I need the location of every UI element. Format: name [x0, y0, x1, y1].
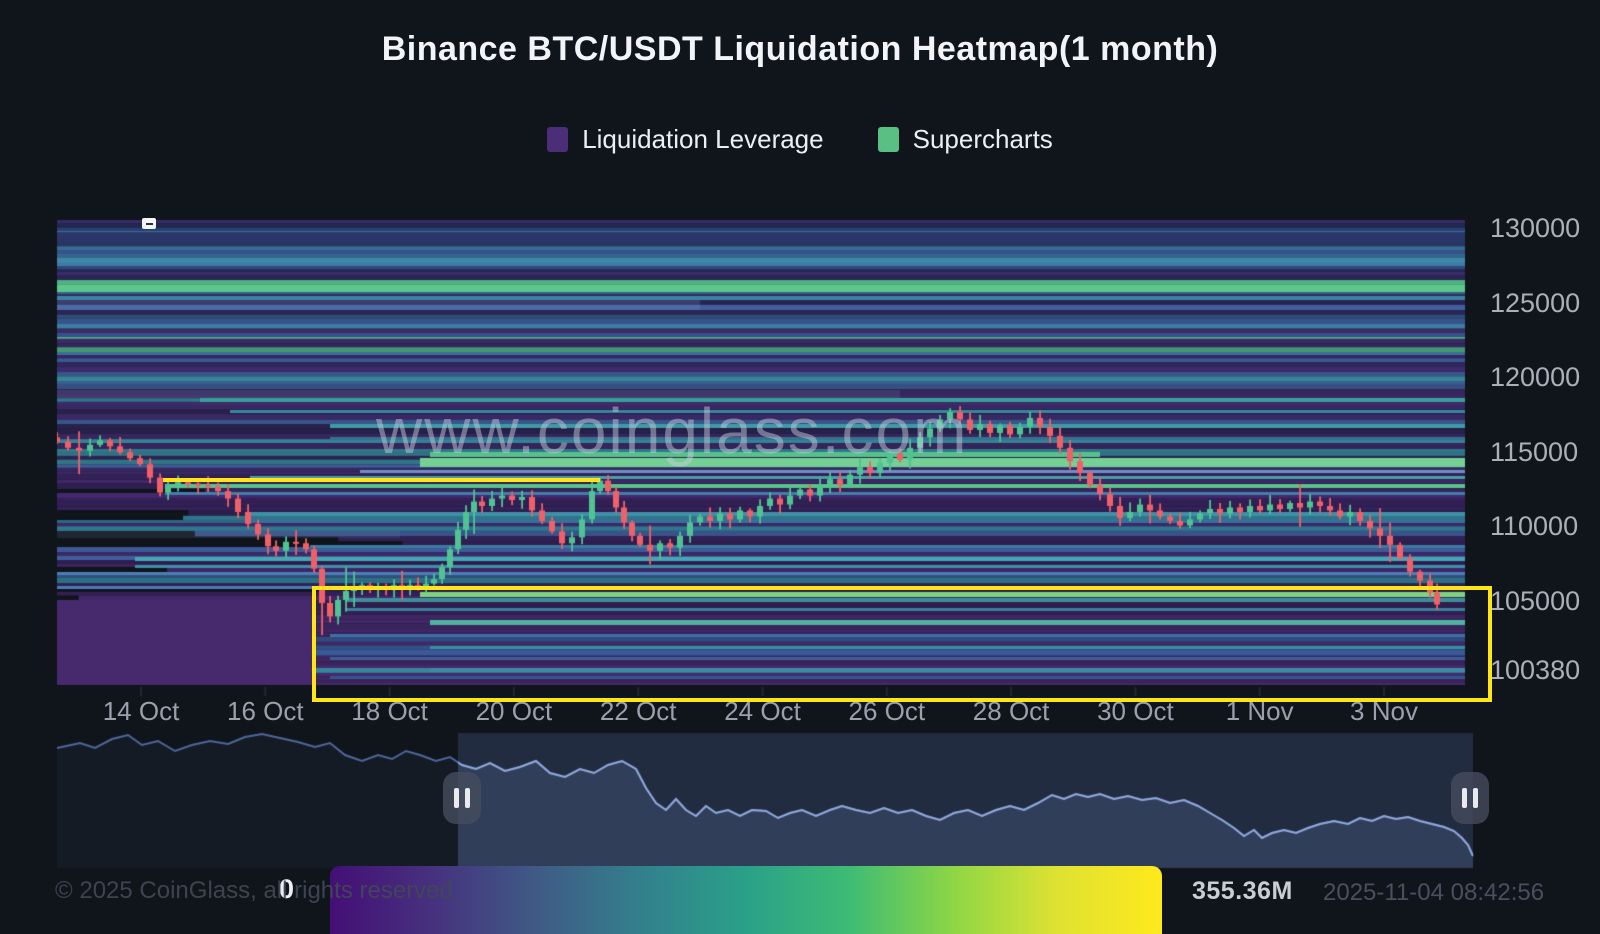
price-axis-label: 120000 — [1490, 362, 1581, 393]
date-axis-label: 22 Oct — [599, 696, 677, 726]
pause-bars-icon — [454, 787, 459, 808]
legend-item-0[interactable]: Liquidation Leverage — [547, 124, 824, 155]
date-axis-label: 26 Oct — [848, 696, 926, 726]
date-axis-label: 28 Oct — [972, 696, 1050, 726]
price-axis-label: 115000 — [1490, 436, 1579, 467]
legend-label: Liquidation Leverage — [582, 124, 824, 154]
legend-swatch-icon — [547, 127, 569, 152]
chart-legend: Liquidation Leverage Supercharts — [0, 124, 1600, 155]
price-axis-label: 125000 — [1490, 287, 1581, 318]
copyright-text: © 2025 CoinGlass, all rights reserved — [55, 877, 453, 904]
legend-swatch-icon — [877, 127, 899, 152]
legend-item-1[interactable]: Supercharts — [877, 124, 1053, 155]
date-axis-label: 30 Oct — [1097, 696, 1174, 726]
leverage-colorbar — [330, 866, 1162, 934]
price-axis-label: 100380 — [1490, 654, 1581, 685]
price-axis-label: 110000 — [1490, 511, 1579, 542]
pause-bars-icon — [1462, 787, 1467, 808]
chart-corner-marker-icon[interactable] — [142, 218, 156, 229]
navigator-left-handle[interactable] — [443, 771, 481, 824]
date-axis-label: 3 Nov — [1350, 696, 1418, 726]
price-axis-label: 130000 — [1490, 213, 1581, 243]
colorbar-max-label: 355.36M — [1192, 877, 1293, 905]
snapshot-timestamp: 2025-11-04 08:42:56 — [1323, 879, 1545, 906]
page-title: Binance BTC/USDT Liquidation Heatmap(1 m… — [381, 30, 1219, 68]
date-axis-label: 1 Nov — [1225, 696, 1294, 726]
date-axis-label: 14 Oct — [102, 696, 180, 726]
date-axis-label: 16 Oct — [227, 696, 304, 726]
date-axis-label: 18 Oct — [351, 696, 428, 726]
date-axis-label: 20 Oct — [475, 696, 553, 726]
date-axis-label: 24 Oct — [724, 696, 801, 726]
navigator-right-handle[interactable] — [1451, 771, 1489, 824]
price-axis-label: 105000 — [1490, 586, 1581, 616]
colorbar-min-label: 0 — [279, 874, 295, 904]
legend-label: Supercharts — [912, 124, 1053, 154]
